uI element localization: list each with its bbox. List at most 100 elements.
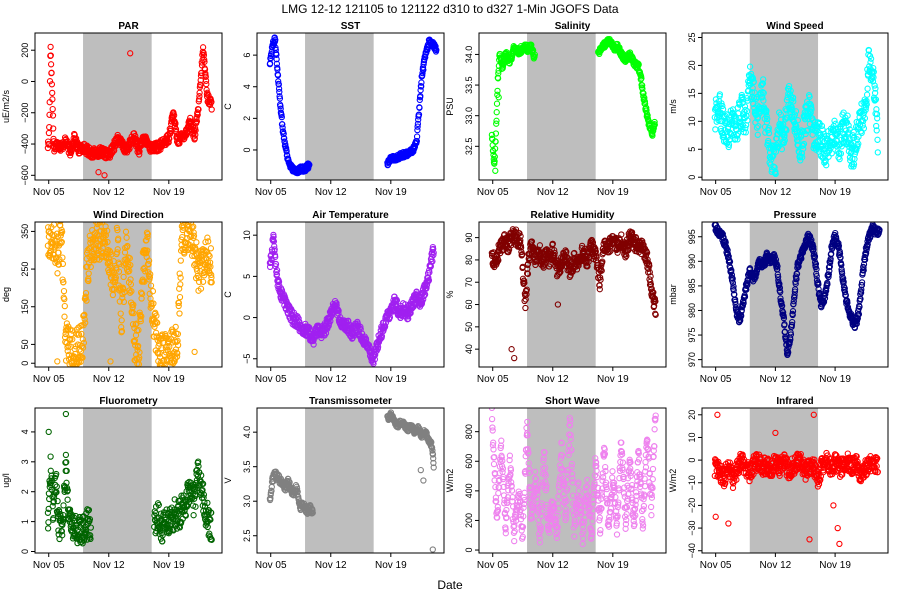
data-point: [817, 131, 824, 139]
data-point: [159, 532, 166, 539]
data-point: [520, 277, 528, 284]
data-point: [563, 254, 571, 261]
y-tick-label: 50: [20, 339, 30, 349]
data-point: [52, 481, 59, 489]
data-point: [191, 495, 198, 502]
data-point: [421, 291, 429, 298]
x-tick-label: Nov 19: [375, 374, 407, 385]
y-tick-label: 33.5: [464, 76, 474, 94]
data-point: [86, 516, 94, 523]
x-tick-label: Nov 19: [153, 560, 185, 571]
data-point: [152, 329, 160, 336]
data-point: [854, 315, 861, 322]
data-point: [176, 270, 183, 277]
data-point: [718, 100, 725, 107]
data-point: [54, 497, 61, 505]
data-point: [170, 527, 177, 534]
data-point: [165, 139, 172, 146]
y-tick-label: 0: [242, 315, 252, 320]
outlier-point: [107, 358, 114, 365]
data-point: [164, 346, 171, 354]
plot-frame: [478, 32, 667, 181]
panel-title: SST: [341, 21, 360, 32]
data-point: [191, 135, 198, 142]
x-tick-label: Nov 12: [93, 374, 125, 385]
data-point: [129, 321, 137, 328]
data-point: [195, 458, 202, 465]
x-tick-label: Nov 05: [477, 374, 509, 385]
outlier-point: [75, 358, 82, 365]
data-point: [524, 270, 532, 278]
data-point: [57, 222, 64, 225]
panel-title: Air Temperature: [312, 210, 389, 221]
data-point: [512, 229, 519, 236]
data-point: [739, 125, 746, 133]
y-tick-label: −200: [20, 103, 30, 123]
data-point: [855, 133, 862, 140]
y-tick-label: 33.0: [464, 107, 474, 125]
data-point: [425, 277, 433, 284]
data-series: [266, 409, 437, 553]
data-point: [760, 89, 767, 97]
data-point: [275, 81, 282, 88]
data-point: [138, 313, 145, 320]
data-point: [159, 538, 166, 545]
data-point: [761, 105, 768, 113]
data-point: [815, 137, 822, 145]
y-tick-label: 32.5: [464, 138, 474, 156]
x-tick-label: Nov 12: [93, 560, 125, 571]
data-point: [147, 271, 154, 278]
data-point: [73, 368, 78, 373]
data-point: [115, 235, 122, 242]
data-point: [195, 274, 202, 281]
data-point: [858, 286, 865, 293]
data-point: [160, 364, 167, 367]
y-tick-label: −5: [242, 354, 252, 364]
data-point: [778, 146, 786, 153]
data-point: [80, 536, 88, 544]
data-point: [789, 318, 796, 326]
data-point: [47, 43, 54, 51]
data-point: [272, 261, 280, 268]
data-point: [790, 300, 797, 308]
data-point: [273, 56, 280, 63]
data-point: [124, 242, 131, 250]
data-point: [275, 78, 282, 85]
data-point: [335, 307, 342, 314]
data-point: [729, 275, 736, 282]
y-tick-label: 70: [464, 277, 474, 287]
data-point: [97, 222, 104, 224]
data-point: [276, 95, 284, 102]
data-point: [651, 118, 658, 126]
data-point: [650, 289, 657, 296]
data-point: [201, 58, 208, 65]
data-point: [137, 289, 145, 296]
data-point: [72, 512, 79, 520]
data-point: [158, 344, 165, 352]
data-point: [778, 127, 786, 134]
data-point: [870, 68, 877, 76]
data-point: [172, 323, 179, 331]
data-point: [47, 453, 54, 460]
x-tick-label: Nov 12: [537, 374, 569, 385]
y-axis-label: %: [445, 290, 455, 298]
data-point: [83, 297, 90, 304]
data-point: [208, 509, 215, 516]
data-point: [843, 300, 850, 308]
y-tick-label: 0: [20, 79, 30, 84]
y-tick-label: 1: [20, 519, 30, 524]
data-point: [863, 91, 871, 98]
y-axis-label: uE/m2/s: [1, 89, 11, 123]
y-axis-label: C: [223, 291, 233, 298]
x-tick-label: Nov 05: [33, 560, 65, 571]
figure-xlabel: Date: [437, 578, 463, 592]
data-point: [71, 131, 78, 139]
data-point: [765, 137, 772, 145]
data-point: [781, 321, 788, 328]
data-point: [122, 228, 130, 235]
y-tick-label: 975: [687, 328, 697, 343]
